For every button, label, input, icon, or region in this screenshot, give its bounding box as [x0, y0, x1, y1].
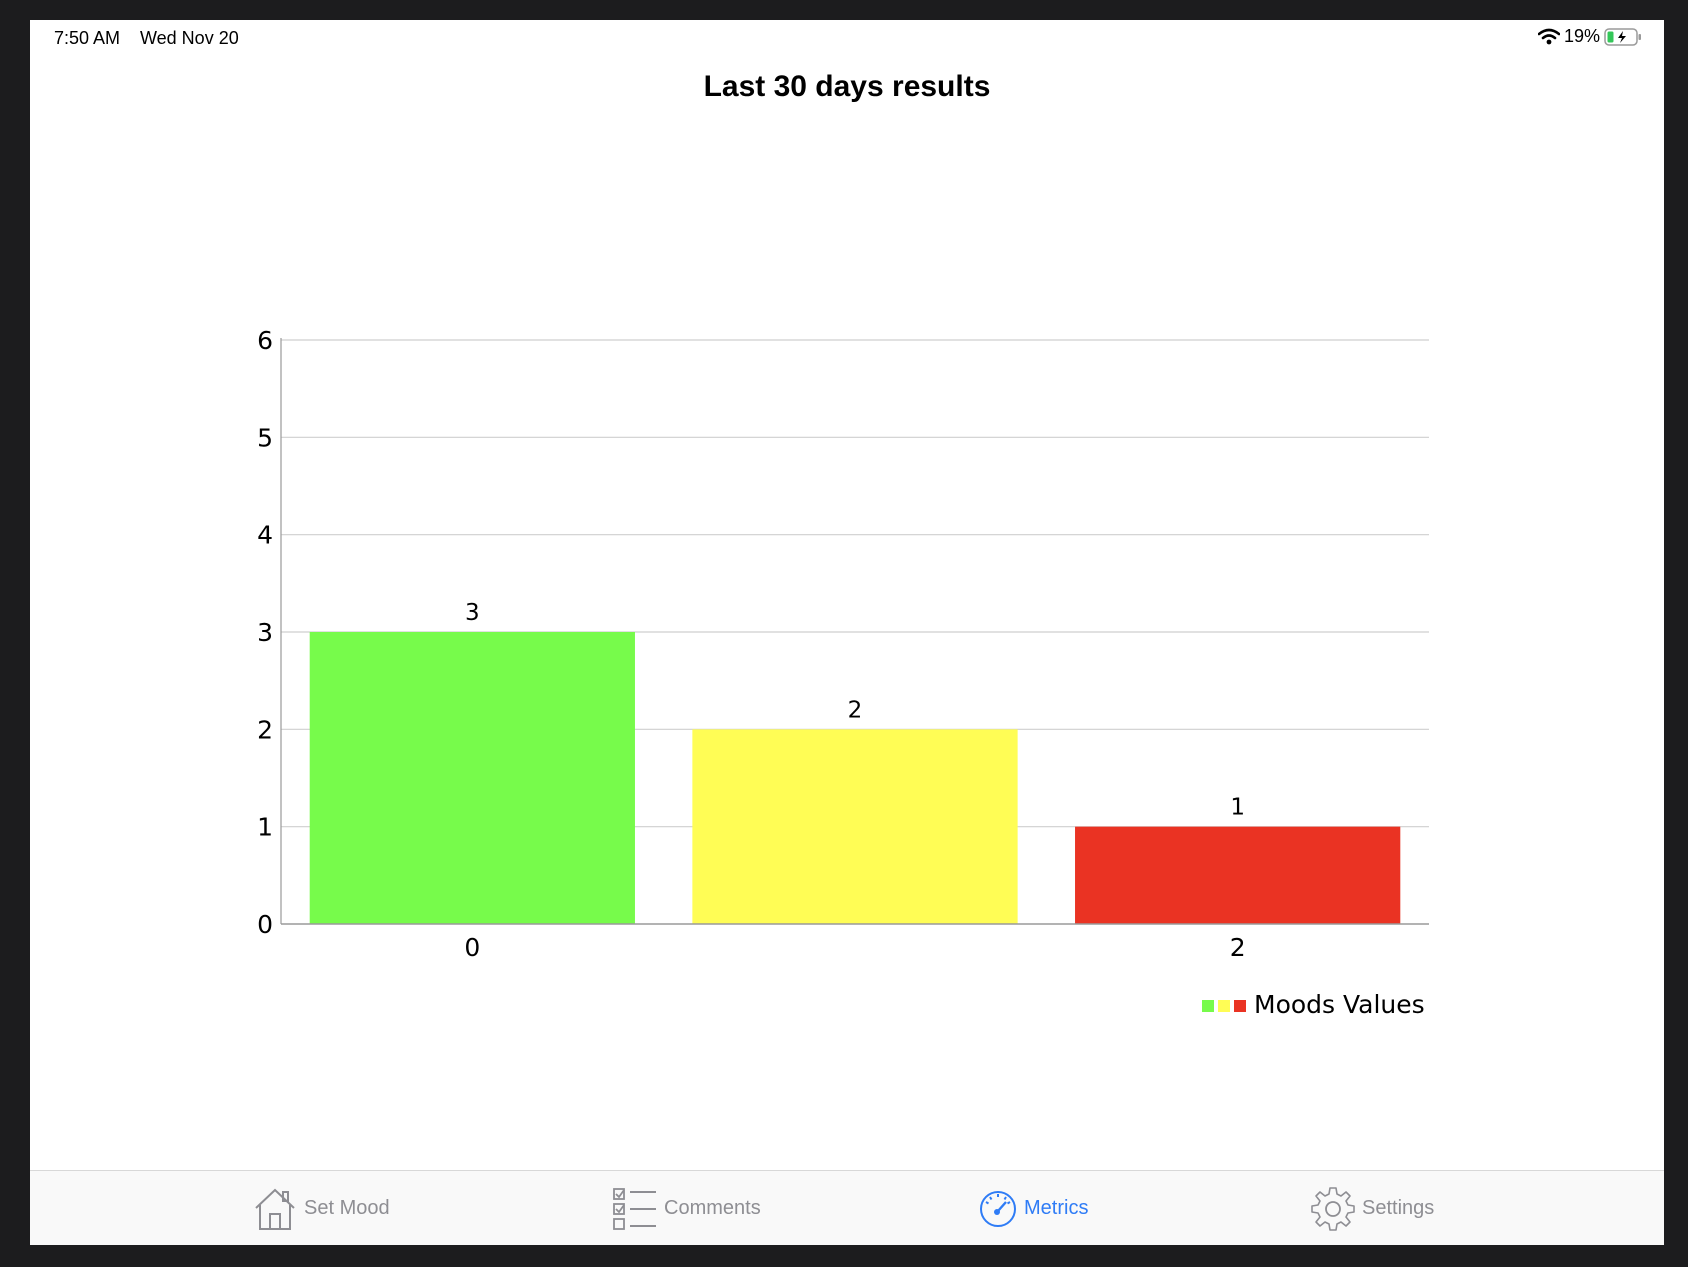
- battery-percent: 19%: [1563, 26, 1600, 46]
- tab-bar: Set Mood Comments: [30, 1170, 1664, 1245]
- status-time: 7:50 AM: [54, 28, 121, 48]
- bar: [309, 632, 635, 924]
- tab-set-mood[interactable]: Set Mood: [252, 1171, 390, 1245]
- bar-chart: 0 1 2 3 4 5 6 3 0 2 1 2 Moods Values: [257, 326, 1429, 1019]
- speedometer-icon: [978, 1189, 1018, 1229]
- x-tick-label: 0: [464, 933, 480, 962]
- tab-settings[interactable]: Settings: [1310, 1171, 1434, 1245]
- data-label: 3: [465, 600, 480, 626]
- legend-swatch: [1218, 1000, 1230, 1012]
- y-tick-label: 3: [257, 618, 273, 647]
- legend-swatch: [1234, 1000, 1246, 1012]
- legend-label: Moods Values: [1254, 990, 1425, 1019]
- y-tick-label: 0: [257, 910, 273, 939]
- tab-metrics[interactable]: Metrics: [978, 1171, 1088, 1245]
- x-tick-label: 2: [1230, 933, 1246, 962]
- y-tick-label: 4: [257, 521, 273, 550]
- battery-charging-icon: [1604, 27, 1642, 47]
- checklist-icon: [612, 1186, 658, 1232]
- tab-comments[interactable]: Comments: [612, 1171, 761, 1245]
- y-tick-label: 5: [257, 423, 273, 452]
- y-tick-label: 6: [257, 326, 273, 355]
- y-tick-label: 1: [257, 813, 273, 842]
- page-title: Last 30 days results: [703, 70, 991, 103]
- status-bar: 7:50 AM Wed Nov 20 19%: [30, 20, 1664, 56]
- y-tick-label: 2: [257, 715, 273, 744]
- data-label: 1: [1230, 795, 1245, 821]
- gear-icon: [1310, 1186, 1356, 1232]
- tab-label: Set Mood: [304, 1197, 390, 1219]
- bar: [692, 729, 1018, 924]
- wifi-icon: [1537, 28, 1560, 46]
- legend-swatch: [1202, 1000, 1214, 1012]
- tab-label: Comments: [664, 1197, 761, 1219]
- status-indicators: 19%: [1537, 26, 1642, 47]
- data-label: 2: [848, 697, 863, 723]
- home-icon: [252, 1186, 298, 1232]
- app-screen: 7:50 AM Wed Nov 20 19% Last 30 da: [30, 20, 1664, 1245]
- tab-label: Settings: [1362, 1197, 1435, 1219]
- status-date: Wed Nov 20: [140, 28, 239, 48]
- tab-label: Metrics: [1024, 1197, 1089, 1219]
- bar: [1075, 826, 1401, 924]
